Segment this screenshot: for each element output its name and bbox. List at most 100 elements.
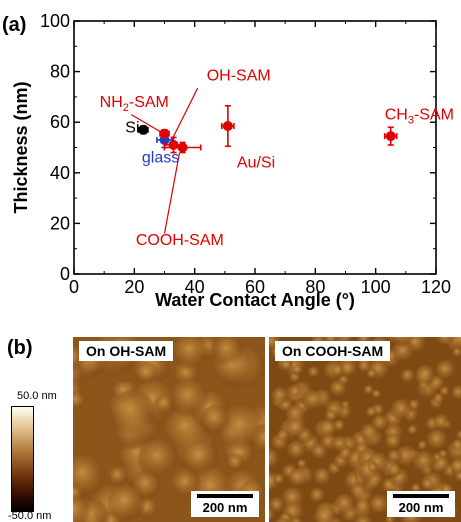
afm-grain: [309, 487, 327, 505]
x-tick-label: 80: [305, 277, 325, 297]
afm-grain: [332, 419, 347, 433]
afm-grain: [363, 384, 375, 396]
afm-grain: [109, 390, 156, 437]
x-tick-label: 60: [245, 277, 265, 297]
x-axis-label: Water Contact Angle (°): [155, 290, 355, 310]
afm-grain: [73, 391, 87, 411]
afm-grain: [368, 494, 391, 516]
annotation-leader-line: [163, 152, 181, 234]
point-annotation: Si: [125, 119, 139, 136]
afm-grain: [269, 448, 281, 471]
colorbar-min-label: -50.0 nm: [8, 510, 52, 522]
panel-label-b: (b): [7, 337, 33, 359]
afm-grain: [456, 430, 461, 442]
scale-bar-line-left: [197, 494, 253, 498]
afm-grain: [331, 435, 349, 454]
scale-label-left: 200 nm: [202, 500, 248, 515]
point-annotation: NH2-SAM: [100, 94, 169, 114]
annotation-leader-line: [131, 114, 162, 133]
panel-label-a: (a): [2, 14, 27, 36]
afm-grain: [289, 385, 302, 398]
afm-grain: [421, 478, 435, 492]
afm-grain: [391, 340, 416, 364]
afm-grain: [407, 424, 419, 437]
scale-label-right: 200 nm: [398, 500, 444, 515]
afm-grain: [329, 379, 349, 399]
afm-grain: [307, 366, 321, 380]
afm-grain: [450, 337, 461, 351]
data-point: [177, 142, 188, 153]
afm-grain: [138, 439, 179, 480]
afm-grain: [172, 337, 210, 371]
annotation-leader-line: [169, 87, 199, 143]
y-tick-label: 80: [50, 62, 70, 82]
colorbar-max-label: 50.0 nm: [17, 390, 57, 402]
afm-grain: [395, 445, 419, 469]
afm-grain: [451, 439, 461, 453]
x-tick-label: 20: [124, 277, 144, 297]
scale-bar-left: 200 nm: [191, 491, 259, 517]
afm-grain: [355, 498, 372, 515]
data-point: [385, 131, 396, 142]
afm-image-cooh-sam: On COOH-SAM 200 nm: [269, 337, 461, 522]
point-annotation: OH-SAM: [207, 67, 271, 84]
afm-grain: [271, 387, 290, 406]
afm-grain: [211, 337, 244, 367]
afm-grain: [324, 409, 338, 424]
afm-grain: [417, 440, 429, 452]
afm-grain: [292, 364, 304, 376]
afm-grain: [414, 364, 437, 387]
y-tick-label: 40: [50, 163, 70, 183]
scale-bar-right: 200 nm: [387, 491, 455, 517]
afm-grain: [365, 406, 378, 419]
afm-grain: [340, 361, 357, 378]
afm-grain: [286, 440, 308, 461]
afm-grain: [450, 458, 461, 476]
afm-grain: [354, 514, 374, 522]
afm-grain: [107, 466, 129, 487]
afm-grain: [154, 394, 175, 415]
afm-grain: [387, 463, 403, 479]
data-point: [222, 120, 233, 131]
afm-grain: [390, 399, 413, 421]
afm-grain: [273, 473, 286, 486]
afm-grain: [357, 359, 373, 375]
afm-grain: [200, 405, 231, 436]
afm-grain: [387, 449, 403, 465]
afm-grain: [169, 379, 209, 419]
point-annotation: CH3-SAM: [385, 107, 454, 127]
afm-grain: [384, 433, 403, 452]
afm-grain: [226, 453, 245, 473]
afm-grain: [360, 423, 379, 442]
afm-grain: [296, 458, 308, 470]
afm-grain: [276, 429, 291, 443]
x-tick-label: 100: [361, 277, 391, 297]
afm-grain: [280, 359, 293, 372]
height-colorbar: [11, 406, 34, 512]
scale-bar-line-right: [393, 494, 449, 498]
afm-grain: [275, 517, 290, 522]
afm-title-left: On OH-SAM: [79, 341, 174, 361]
afm-grain: [451, 385, 461, 402]
afm-grain: [287, 468, 308, 489]
afm-grain: [73, 495, 91, 522]
afm-grain: [269, 497, 286, 515]
afm-grain: [182, 440, 219, 477]
afm-grain: [107, 484, 146, 522]
y-tick-label: 20: [50, 213, 70, 233]
y-axis-label: Thickness (nm): [11, 81, 31, 213]
afm-grain: [290, 517, 303, 522]
afm-grain: [286, 418, 307, 439]
y-tick-label: 0: [60, 264, 70, 284]
afm-grain: [218, 405, 265, 452]
afm-grain: [434, 456, 451, 473]
afm-grain: [412, 450, 437, 475]
afm-grain: [350, 483, 368, 501]
afm-grain: [391, 337, 415, 348]
scatter-chart: 0 20 40 60 80 100 120 0 20 40 60 80 100 Water Contact…: [11, 11, 454, 310]
y-tick-label: 100: [40, 11, 70, 31]
afm-image-oh-sam: On OH-SAM 200 nm: [73, 337, 265, 522]
x-tick-label: 120: [421, 277, 451, 297]
afm-grain: [371, 389, 382, 400]
point-annotation: glass: [142, 150, 179, 167]
